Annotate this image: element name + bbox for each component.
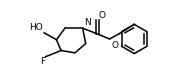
Text: O: O	[111, 41, 118, 50]
Text: N: N	[84, 18, 91, 27]
Text: HO: HO	[30, 23, 43, 32]
Text: F: F	[40, 57, 45, 66]
Text: O: O	[98, 11, 105, 20]
